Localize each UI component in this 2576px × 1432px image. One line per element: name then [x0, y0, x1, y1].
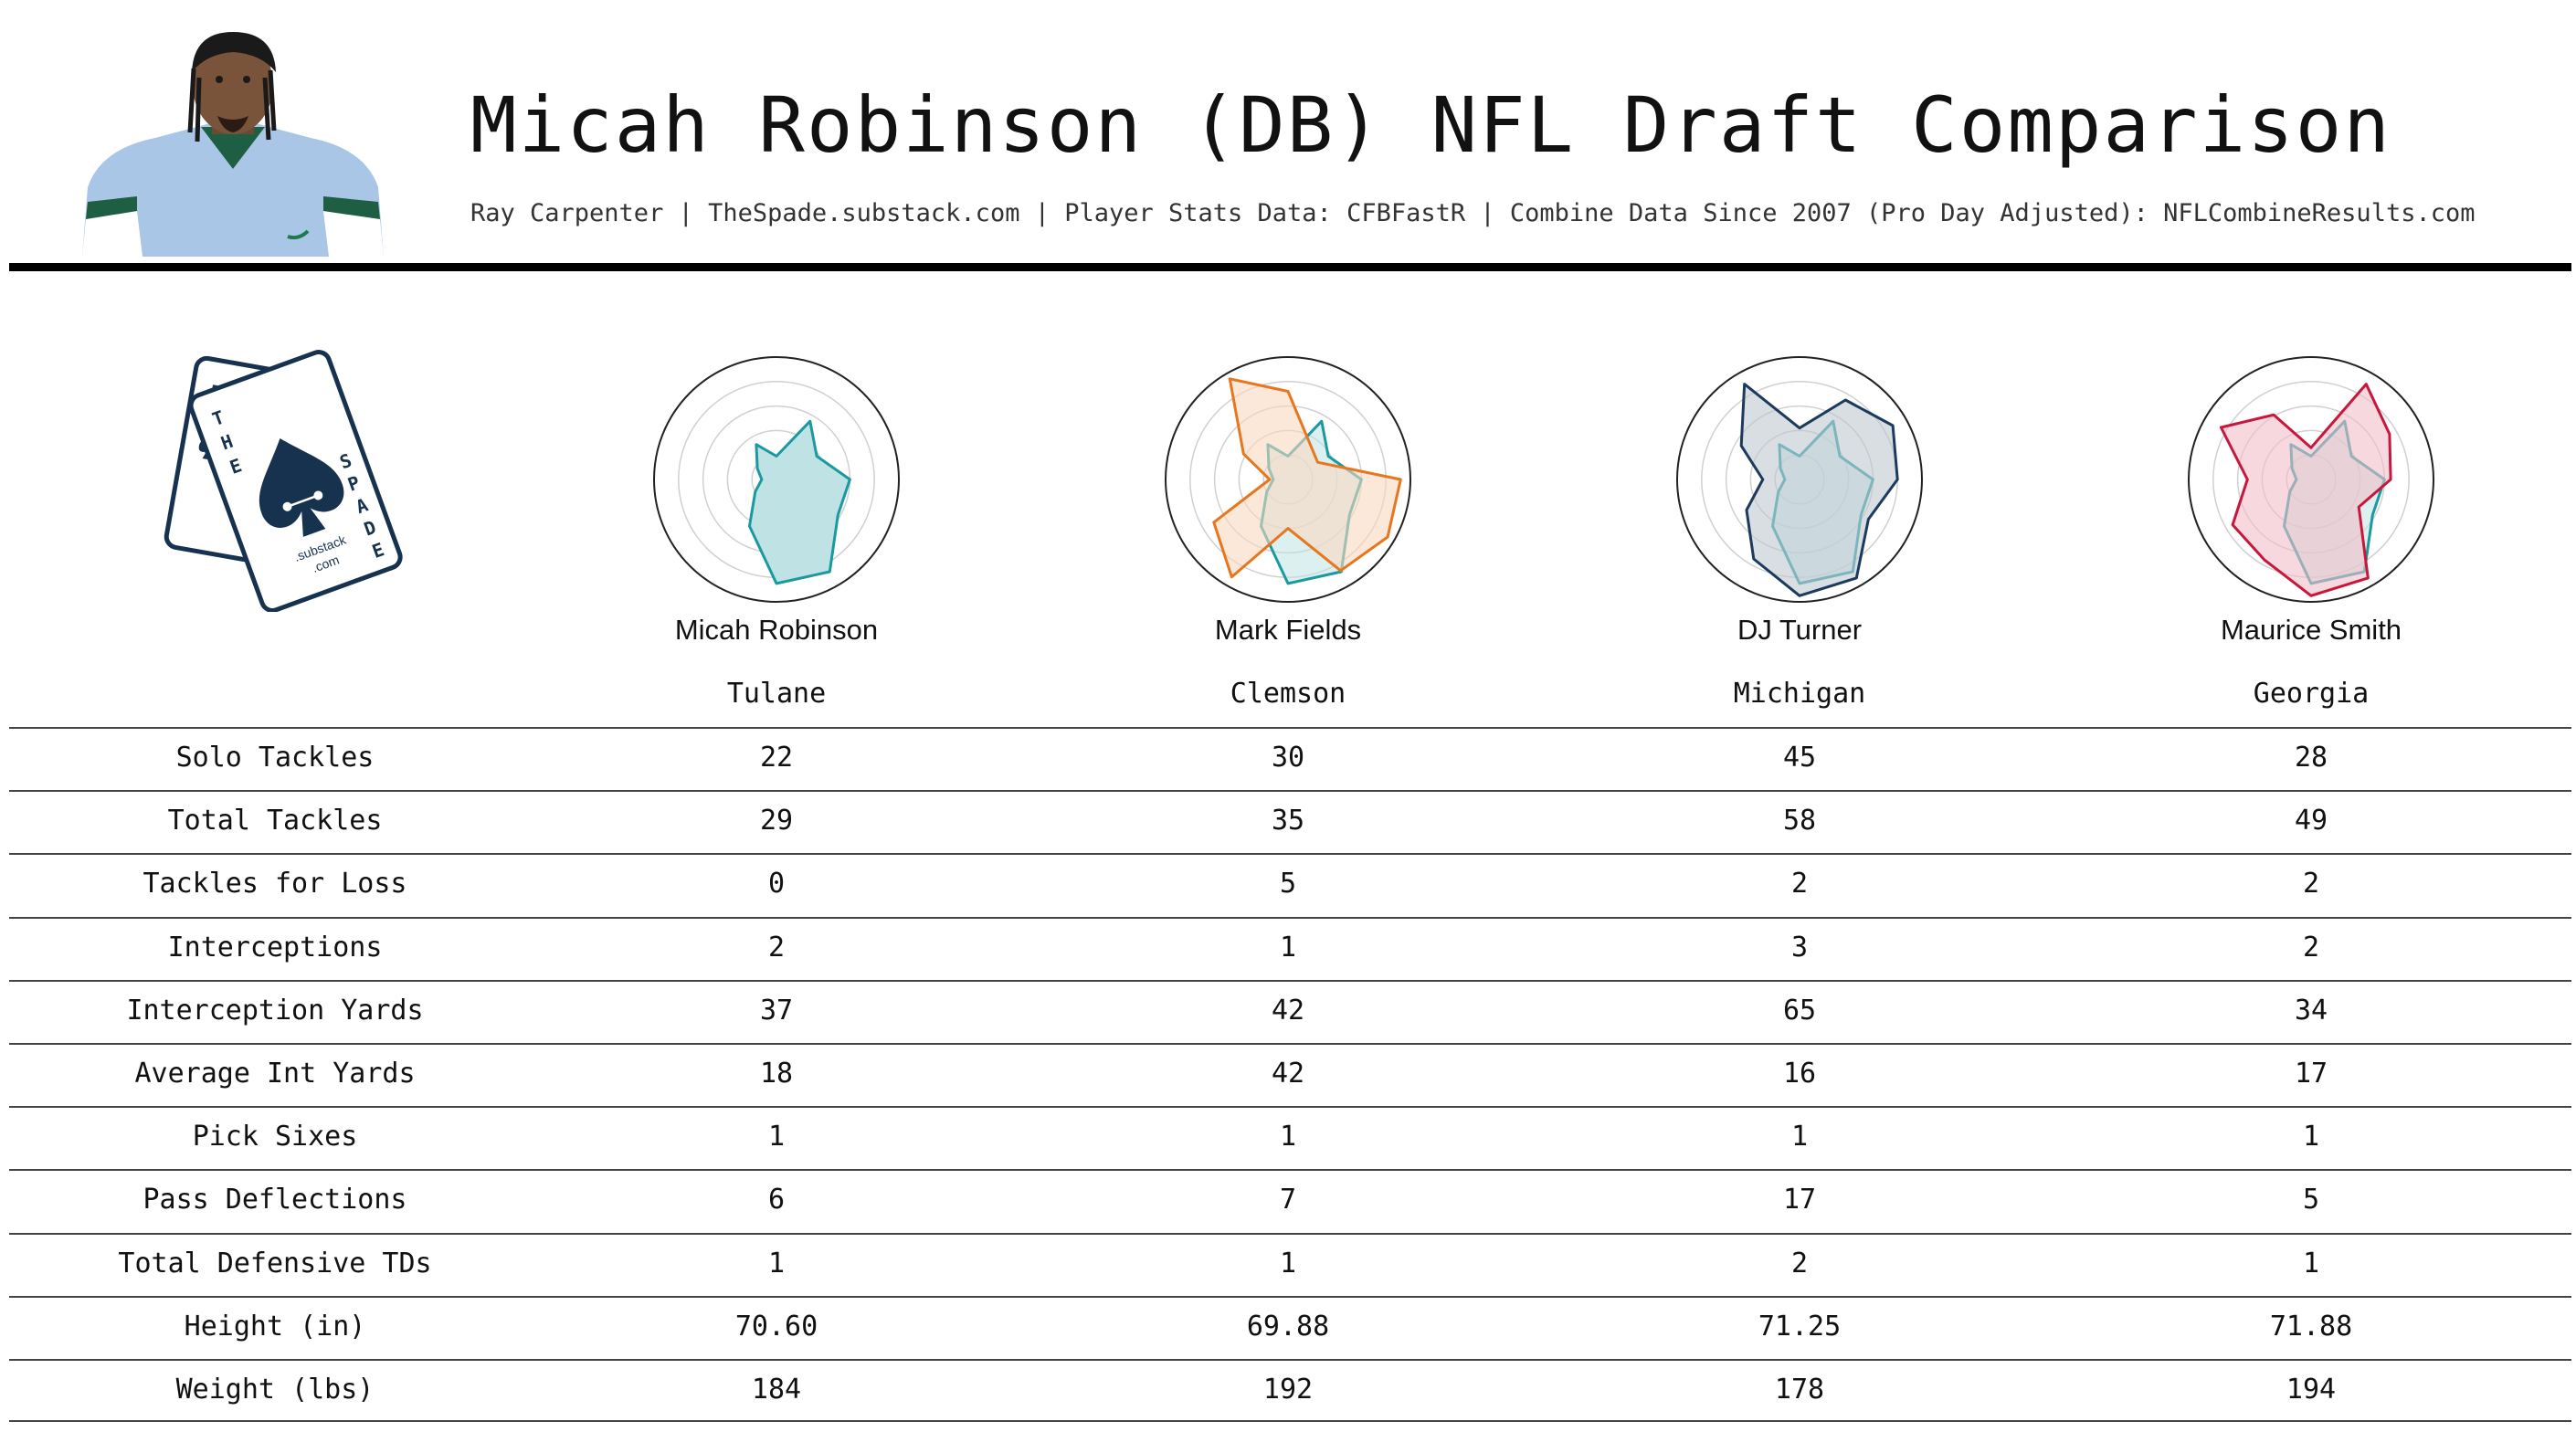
table-row: Solo Tackles 22 30 45 28 — [9, 727, 2571, 790]
stat-value: 7 — [1279, 1184, 1297, 1216]
stat-value: 30 — [1271, 742, 1305, 774]
stat-label: Interceptions — [167, 931, 383, 963]
stat-label: Height (in) — [184, 1310, 366, 1342]
page-subtitle: Ray Carpenter | TheSpade.substack.com | … — [470, 199, 2476, 227]
stat-value: 45 — [1782, 742, 1817, 774]
stat-value: 2 — [1790, 868, 1809, 900]
radar-outer-ring — [1676, 356, 1923, 603]
player-school: Clemson — [1230, 678, 1346, 710]
radar-chart-mark-fields — [1165, 356, 1411, 603]
stat-label: Interception Yards — [126, 994, 424, 1027]
stat-value: 65 — [1782, 994, 1817, 1027]
stat-label: Average Int Yards — [134, 1057, 416, 1090]
stat-value: 70.60 — [734, 1310, 818, 1342]
the-spade-logo: R C T H E S P A D E .substack .com — [164, 350, 403, 612]
stat-value: 58 — [1782, 805, 1817, 837]
stat-value: 49 — [2294, 805, 2328, 837]
radar-outer-ring — [2188, 356, 2434, 603]
stat-value: 69.88 — [1246, 1310, 1330, 1342]
table-row: Pick Sixes 1 1 1 1 — [9, 1106, 2571, 1169]
radar-chart-dj-turner — [1676, 356, 1923, 603]
stat-value: 1 — [2302, 1247, 2320, 1279]
radar-series-micah-robinson — [748, 419, 851, 585]
player-headshot — [82, 32, 384, 257]
stat-value: 42 — [1271, 1057, 1305, 1090]
stat-value: 2 — [767, 931, 786, 963]
radar-series-mark-fields — [1212, 377, 1402, 579]
stat-value: 1 — [1790, 1121, 1809, 1153]
radar-chart-maurice-smith — [2188, 356, 2434, 603]
stat-label: Total Defensive TDs — [118, 1247, 432, 1279]
stat-value: 5 — [2302, 1184, 2320, 1216]
stat-value: 34 — [2294, 994, 2328, 1027]
stat-value: 1 — [767, 1247, 786, 1279]
stat-label: Pass Deflections — [143, 1184, 407, 1216]
player-name: DJ Turner — [1737, 614, 1863, 646]
stat-value: 18 — [759, 1057, 794, 1090]
stat-label: Weight (lbs) — [175, 1373, 375, 1406]
stat-value: 29 — [759, 805, 794, 837]
stat-value: 22 — [759, 742, 794, 774]
stats-table: Solo Tackles 22 30 45 28 Total Tackles 2… — [9, 727, 2571, 1423]
stat-value: 17 — [2294, 1057, 2328, 1090]
stat-value: 42 — [1271, 994, 1305, 1027]
stat-label: Solo Tackles — [175, 742, 375, 774]
front-card-icon: T H E S P A D E .substack .com — [188, 350, 403, 612]
stat-value: 192 — [1262, 1373, 1314, 1406]
stat-value: 71.88 — [2269, 1310, 2353, 1342]
page-title: Micah Robinson (DB) NFL Draft Comparison — [470, 80, 2391, 170]
stat-label: Pick Sixes — [192, 1121, 358, 1153]
stat-value: 28 — [2294, 742, 2328, 774]
stat-value: 0 — [767, 868, 786, 900]
table-row: Pass Deflections 6 7 17 5 — [9, 1169, 2571, 1232]
stat-value: 1 — [1279, 1247, 1297, 1279]
radar-outer-ring — [653, 356, 900, 603]
stat-value: 178 — [1774, 1373, 1825, 1406]
table-row: Interception Yards 37 42 65 34 — [9, 979, 2571, 1043]
table-row: Weight (lbs) 184 192 178 194 — [9, 1358, 2571, 1423]
player-school: Tulane — [726, 678, 827, 710]
spade-icon — [259, 438, 344, 537]
stat-label: Tackles for Loss — [143, 868, 407, 900]
stat-value: 1 — [1279, 931, 1297, 963]
stat-value: 2 — [2302, 868, 2320, 900]
table-row: Height (in) 70.60 69.88 71.25 71.88 — [9, 1295, 2571, 1359]
player-school: Michigan — [1733, 678, 1866, 710]
player-school: Georgia — [2253, 678, 2370, 710]
table-row: Total Defensive TDs 1 1 2 1 — [9, 1232, 2571, 1296]
stat-value: 5 — [1279, 868, 1297, 900]
stat-value: 35 — [1271, 805, 1305, 837]
stat-value: 37 — [759, 994, 794, 1027]
stat-value: 1 — [2302, 1121, 2320, 1153]
radar-series-dj-turner — [1739, 383, 1899, 597]
stat-value: 3 — [1790, 931, 1809, 963]
radar-outer-ring — [1165, 356, 1411, 603]
stat-value: 1 — [767, 1121, 786, 1153]
radar-chart-micah-robinson — [653, 356, 900, 603]
stat-value: 2 — [1790, 1247, 1809, 1279]
player-name: Micah Robinson — [674, 614, 879, 646]
stat-value: 1 — [1279, 1121, 1297, 1153]
radar-series-maurice-smith — [2219, 383, 2392, 597]
table-row: Tackles for Loss 0 5 2 2 — [9, 853, 2571, 916]
table-row: Total Tackles 29 35 58 49 — [9, 790, 2571, 853]
stat-value: 184 — [751, 1373, 802, 1406]
stat-value: 194 — [2286, 1373, 2337, 1406]
player-name: Mark Fields — [1214, 614, 1362, 646]
table-row: Interceptions 2 1 3 2 — [9, 916, 2571, 980]
stat-value: 71.25 — [1758, 1310, 1842, 1342]
stat-value: 2 — [2302, 931, 2320, 963]
table-row: Average Int Yards 18 42 16 17 — [9, 1042, 2571, 1106]
stat-value: 16 — [1782, 1057, 1817, 1090]
stat-label: Total Tackles — [167, 805, 383, 837]
stat-value: 6 — [767, 1184, 786, 1216]
header-divider — [9, 263, 2571, 271]
player-name: Maurice Smith — [2220, 614, 2402, 646]
stat-value: 17 — [1782, 1184, 1817, 1216]
